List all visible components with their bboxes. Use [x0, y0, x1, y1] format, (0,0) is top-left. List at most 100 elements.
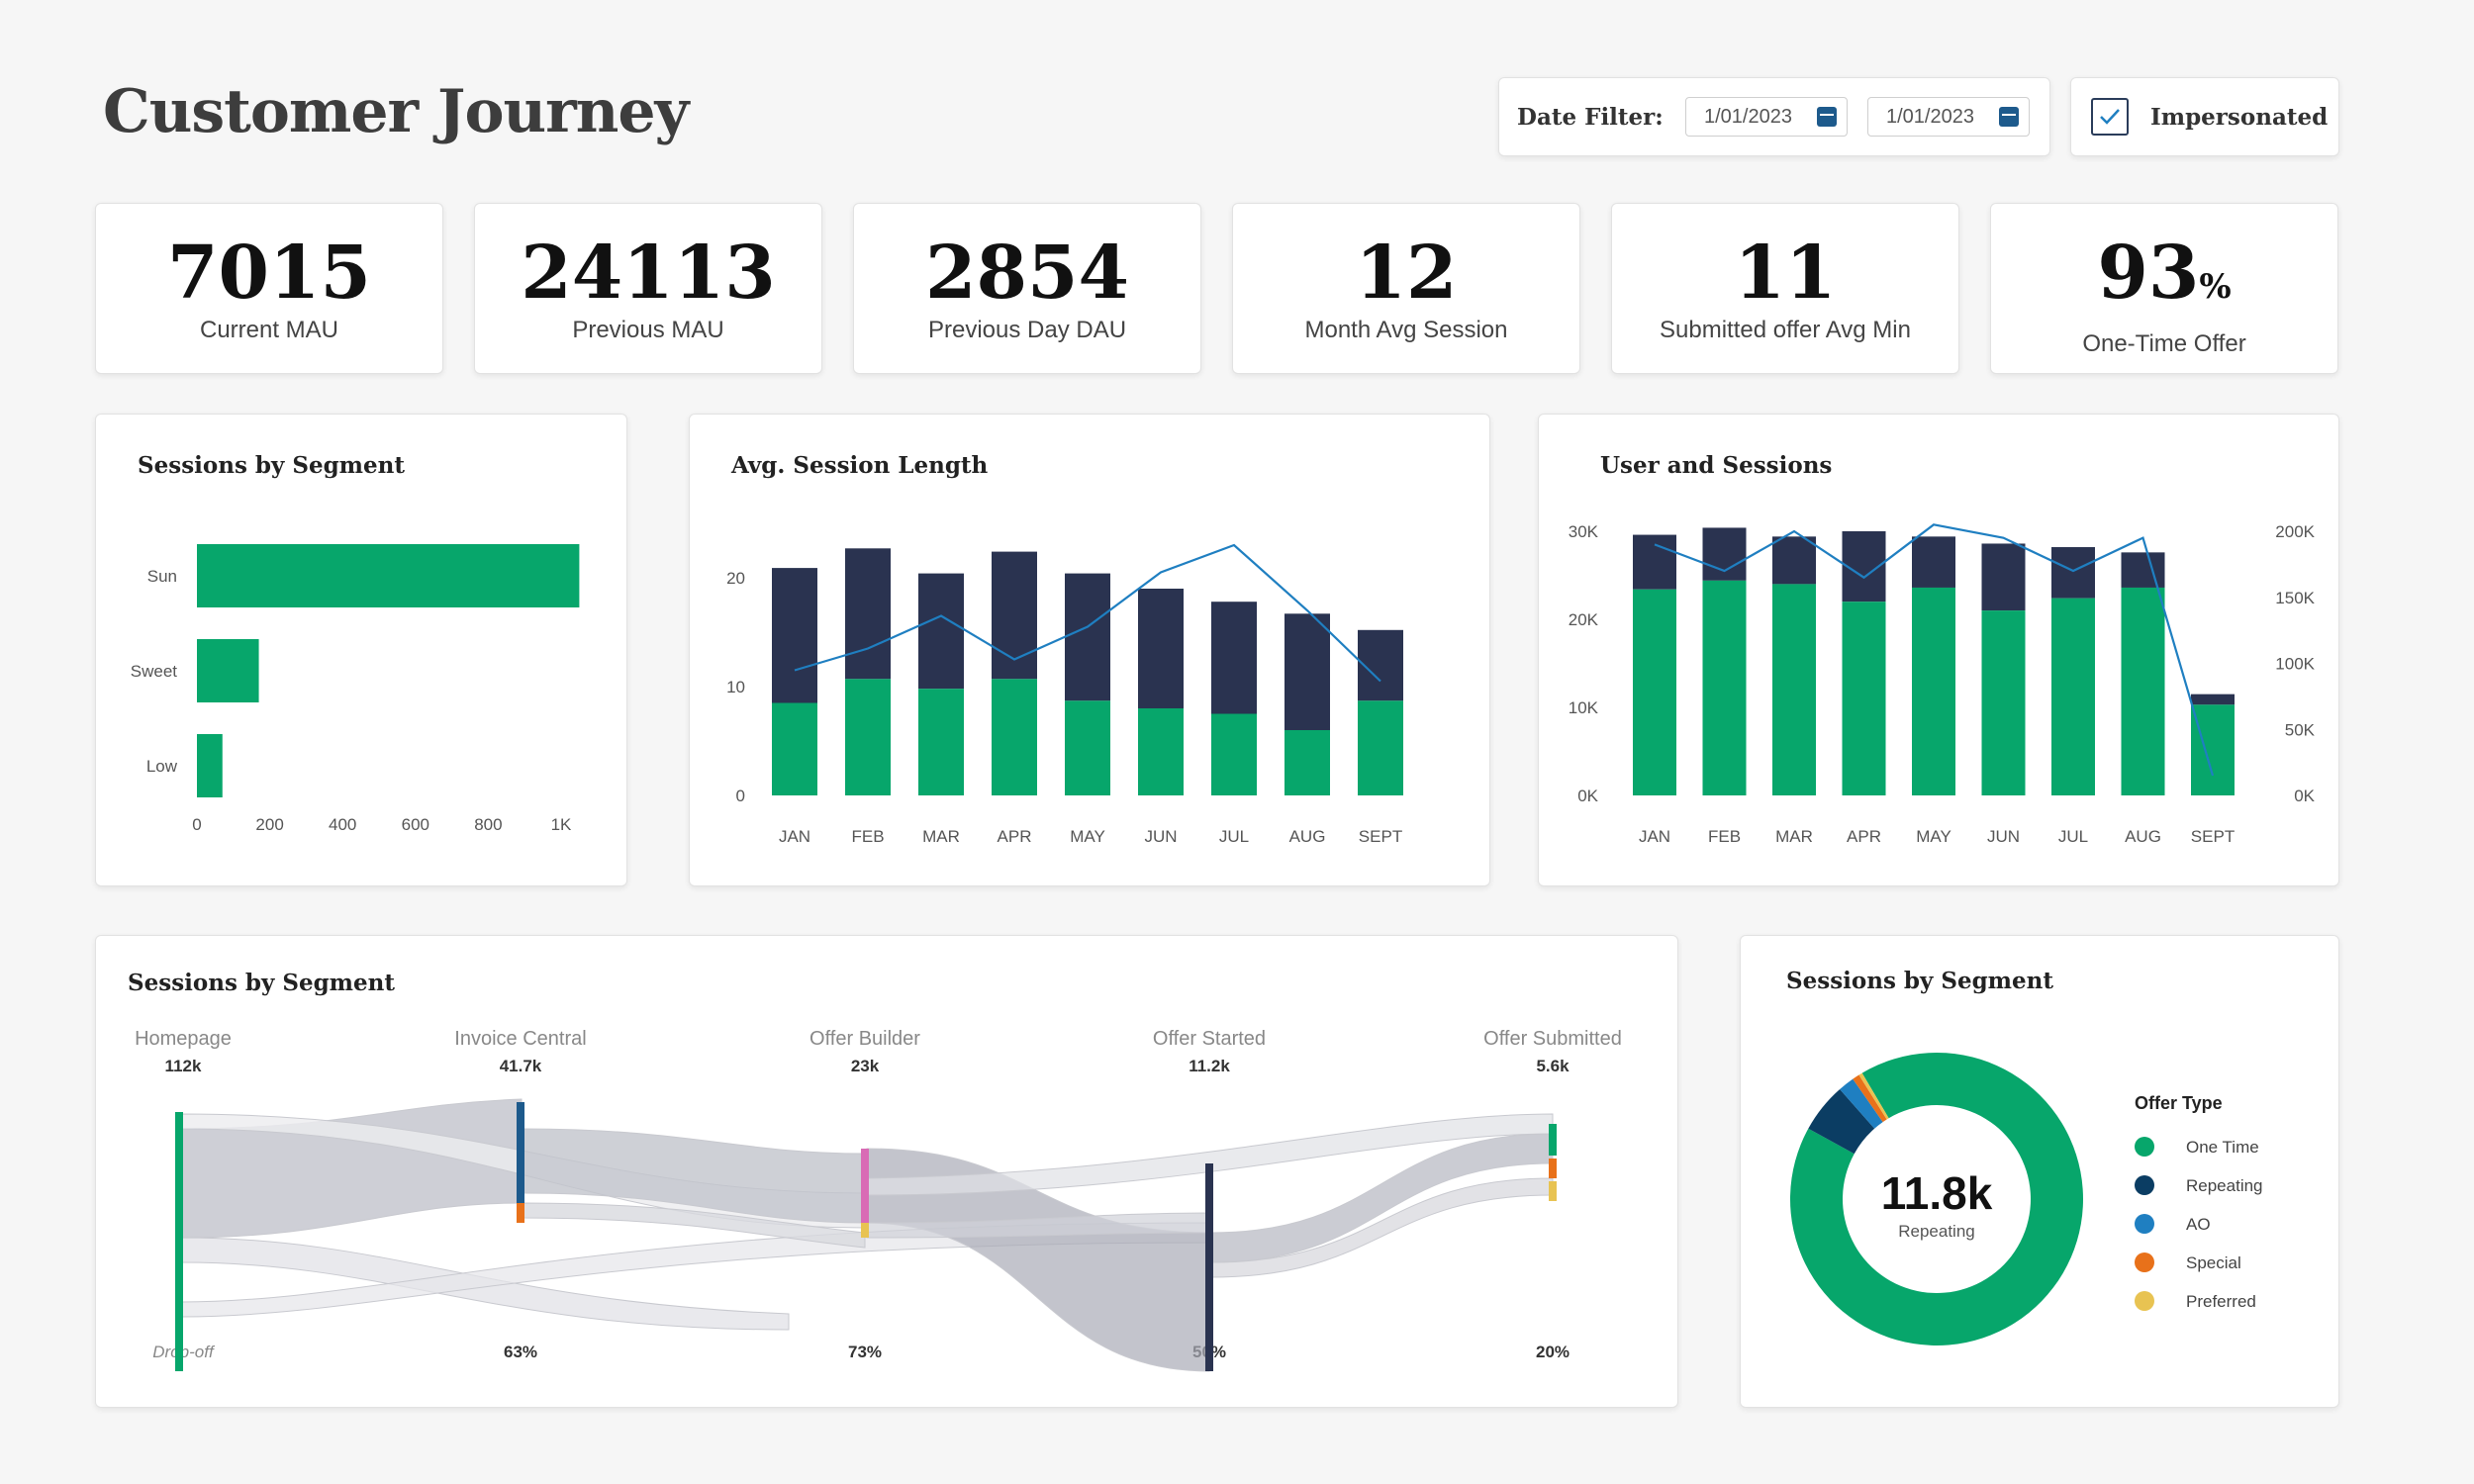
bar-sweet	[197, 639, 259, 702]
sankey-flow	[523, 1202, 866, 1249]
sankey-node	[1205, 1163, 1213, 1371]
legend-swatch	[2135, 1137, 2154, 1157]
x-tick-label: 0	[192, 815, 201, 834]
dropoff-percentage: 20%	[1536, 1343, 1570, 1361]
y2-tick-label: 50K	[2285, 720, 2316, 739]
x-tick-label: JUL	[1219, 827, 1249, 846]
bar-low	[197, 734, 223, 797]
impersonated-checkbox[interactable]	[2091, 98, 2129, 136]
category-label: Sun	[147, 567, 177, 586]
sankey-node	[175, 1112, 183, 1371]
x-tick-label: 1K	[551, 815, 572, 834]
x-tick-label: MAY	[1070, 827, 1105, 846]
stage-value: 5.6k	[1536, 1057, 1570, 1075]
legend-swatch	[2135, 1175, 2154, 1195]
chart-title: Sessions by Segment	[128, 970, 395, 996]
category-label: Sweet	[131, 662, 178, 681]
calendar-icon[interactable]	[1999, 107, 2019, 127]
x-tick-label: MAR	[1775, 827, 1813, 846]
chart-title: Avg. Session Length	[731, 452, 989, 479]
kpi-label: Submitted offer Avg Min	[1660, 317, 1911, 343]
donut-slice-preferred	[1858, 1072, 1889, 1120]
bar-segment-bottom	[1772, 584, 1816, 795]
stage-name: Offer Submitted	[1483, 1028, 1622, 1050]
start-date-input[interactable]: 1/01/2023	[1685, 97, 1848, 137]
bar-sun	[197, 544, 580, 607]
kpi-value: 11	[1734, 231, 1837, 316]
sessions-by-segment-bar-card: Sessions by Segment Sun Sweet Low 0 200 400 60…	[95, 414, 627, 886]
bar-segment-bottom	[1065, 700, 1110, 795]
y2-tick-label: 100K	[2275, 655, 2315, 674]
donut-slice-special	[1853, 1074, 1887, 1123]
x-tick-label: SEPT	[2191, 827, 2235, 846]
bar-segment-bottom	[2121, 587, 2165, 795]
kpi-value: 24113	[521, 231, 776, 316]
x-tick-label: SEPT	[1359, 827, 1402, 846]
x-tick-label: AUG	[1289, 827, 1326, 846]
bar-segment-bottom	[2191, 704, 2235, 795]
legend-swatch	[2135, 1214, 2154, 1234]
dropoff-percentage: 73%	[848, 1343, 882, 1361]
legend-label: Preferred	[2186, 1292, 2256, 1311]
sankey-node	[1549, 1181, 1557, 1201]
bar-segment-bottom	[1138, 708, 1184, 795]
x-tick-label: JUL	[2058, 827, 2088, 846]
kpi-card-previous-mau: 24113 Previous MAU	[474, 203, 822, 374]
end-date-input[interactable]: 1/01/2023	[1867, 97, 2030, 137]
legend-swatch	[2135, 1291, 2154, 1311]
kpi-unit: %	[2199, 267, 2232, 307]
x-tick-label: JUN	[1987, 827, 2020, 846]
dropoff-percentage: 63%	[504, 1343, 537, 1361]
bar-segment-top	[1981, 543, 2026, 611]
bar-segment-top	[2121, 552, 2165, 588]
impersonated-toggle[interactable]: Impersonated	[2070, 77, 2339, 156]
sankey-node	[517, 1102, 524, 1203]
trend-line	[1654, 523, 2215, 777]
stage-name: Offer Started	[1153, 1028, 1266, 1050]
kpi-value: 12	[1355, 231, 1458, 316]
stage-name: Homepage	[135, 1028, 232, 1050]
calendar-icon[interactable]	[1817, 107, 1837, 127]
bar-segment-bottom	[772, 702, 817, 795]
bar-segment-top	[918, 573, 964, 690]
stage-value: 23k	[851, 1057, 880, 1075]
y-tick-label: 0K	[1577, 787, 1598, 805]
user-and-sessions-card: User and Sessions 0K 10K 20K 30K 0K 50K 100K 15…	[1538, 414, 2339, 886]
kpi-value: 7015	[167, 231, 371, 316]
y-tick-label: 20	[726, 569, 745, 588]
legend-label: Repeating	[2186, 1176, 2263, 1195]
sankey-node	[861, 1149, 869, 1223]
sessions-by-segment-bar-chart: Sun Sweet Low 0 200 400 600 800 1K	[131, 544, 580, 834]
x-tick-label: FEB	[1708, 827, 1741, 846]
bar-segment-top	[1633, 534, 1676, 590]
kpi-card-submitted-offer-avg-min: 11 Submitted offer Avg Min	[1611, 203, 1959, 374]
bar-segment-bottom	[1285, 730, 1330, 795]
bar-segment-bottom	[1842, 602, 1886, 795]
dropoff-label: Drop-off	[152, 1343, 216, 1361]
date-filter-label: Date Filter:	[1517, 103, 1664, 131]
chart-title: User and Sessions	[1600, 452, 1833, 479]
x-tick-label: MAR	[922, 827, 960, 846]
y-tick-label: 10	[726, 678, 745, 696]
y2-tick-label: 200K	[2275, 522, 2315, 541]
check-icon	[2100, 109, 2120, 125]
x-tick-label: AUG	[2125, 827, 2161, 846]
bar-segment-top	[1702, 527, 1747, 581]
y2-tick-label: 150K	[2275, 589, 2315, 607]
stage-name: Offer Builder	[809, 1028, 920, 1050]
bar-segment-bottom	[1633, 589, 1676, 795]
bar-segment-top	[1772, 536, 1816, 585]
legend-label: AO	[2186, 1215, 2211, 1234]
x-tick-label: MAY	[1916, 827, 1951, 846]
bar-segment-bottom	[918, 689, 964, 795]
bar-segment-bottom	[1702, 580, 1747, 795]
bar-segment-top	[772, 568, 817, 703]
avg-session-length-card: Avg. Session Length 0 10 20 JAN FEB MAR APR MAY…	[689, 414, 1490, 886]
x-tick-label: 400	[329, 815, 356, 834]
donut-center-value: 11.8k	[1881, 1167, 1993, 1219]
y-tick-label: 20K	[1569, 610, 1599, 629]
chart-title: Sessions by Segment	[138, 452, 405, 479]
x-tick-label: APR	[998, 827, 1032, 846]
donut-center-label: Repeating	[1898, 1222, 1975, 1241]
start-date-value: 1/01/2023	[1704, 105, 1792, 128]
